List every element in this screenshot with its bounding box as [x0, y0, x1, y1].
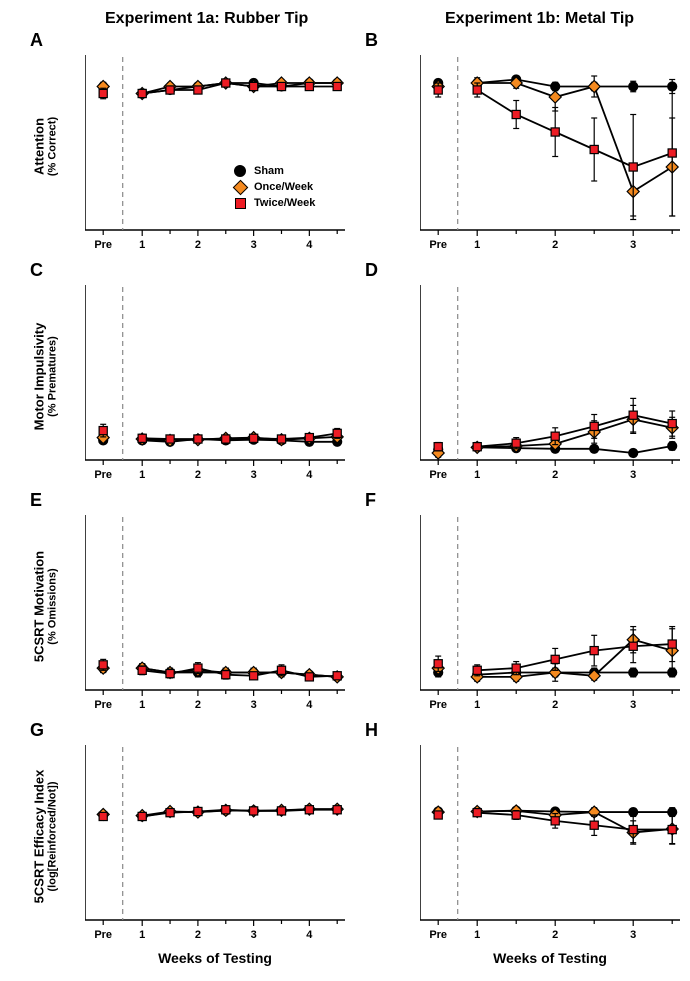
y-axis-label: Motor Impulsivity(% Prematures) [32, 296, 59, 456]
svg-text:Pre: Pre [429, 699, 447, 711]
svg-text:1: 1 [474, 929, 480, 941]
panel-Cb-svg: 0510152025Pre123 [420, 285, 680, 490]
svg-text:4: 4 [306, 699, 313, 711]
svg-text:3: 3 [630, 469, 636, 481]
chart-F: 020406080Pre123 [420, 515, 680, 720]
svg-text:4: 4 [306, 239, 313, 251]
legend-item-sham: Sham [230, 163, 315, 179]
svg-text:3: 3 [630, 929, 636, 941]
svg-text:Pre: Pre [429, 469, 447, 481]
legend-marker-twice [230, 198, 250, 209]
svg-text:3: 3 [251, 239, 257, 251]
panel-letter-D: D [365, 260, 378, 281]
chart-G: -3-2-10123Pre1234 [85, 745, 345, 950]
panel-letter-A: A [30, 30, 43, 51]
legend-label-once: Once/Week [254, 181, 313, 193]
svg-text:2: 2 [195, 699, 201, 711]
legend-label-twice: Twice/Week [254, 197, 315, 209]
panel-letter-F: F [365, 490, 376, 511]
legend-item-twice: Twice/Week [230, 195, 315, 211]
column-title-left: Experiment 1a: Rubber Tip [105, 10, 308, 28]
svg-text:4: 4 [306, 469, 313, 481]
svg-text:1: 1 [139, 239, 145, 251]
panel-letter-H: H [365, 720, 378, 741]
svg-text:3: 3 [630, 699, 636, 711]
svg-text:3: 3 [251, 929, 257, 941]
svg-text:3: 3 [251, 469, 257, 481]
svg-text:Pre: Pre [429, 929, 447, 941]
svg-text:1: 1 [474, 699, 480, 711]
panel-letter-G: G [30, 720, 44, 741]
legend: Sham Once/Week Twice/Week [230, 163, 315, 211]
svg-text:3: 3 [251, 699, 257, 711]
chart-E: 020406080Pre1234 [85, 515, 345, 720]
y-axis-label: 5CSRT Efficacy Index(log[Reinforced/Not]… [32, 756, 59, 916]
svg-text:Pre: Pre [94, 699, 112, 711]
y-axis-label: Attention(% Correct) [32, 66, 59, 226]
svg-text:1: 1 [139, 929, 145, 941]
chart-H: -3-2-10123Pre123 [420, 745, 680, 950]
legend-marker-sham [230, 165, 250, 177]
svg-text:Pre: Pre [94, 929, 112, 941]
x-axis-label: Weeks of Testing [400, 950, 690, 966]
svg-text:1: 1 [139, 469, 145, 481]
panel-E-svg: 020406080Pre1234 [85, 515, 345, 720]
panel-Ab-svg: 5060708090100Pre123 [420, 55, 680, 260]
svg-text:Pre: Pre [429, 239, 447, 251]
svg-text:1: 1 [139, 699, 145, 711]
x-axis-label: Weeks of Testing [65, 950, 365, 966]
panel-letter-B: B [365, 30, 378, 51]
chart-C: 0510152025Pre1234 [85, 285, 345, 490]
svg-text:Pre: Pre [94, 469, 112, 481]
legend-item-once: Once/Week [230, 179, 315, 195]
legend-label-sham: Sham [254, 165, 284, 177]
svg-text:1: 1 [474, 239, 480, 251]
svg-text:2: 2 [195, 239, 201, 251]
svg-text:2: 2 [552, 929, 558, 941]
svg-text:2: 2 [552, 699, 558, 711]
svg-text:2: 2 [195, 469, 201, 481]
svg-text:Pre: Pre [94, 239, 112, 251]
svg-text:1: 1 [474, 469, 480, 481]
svg-text:2: 2 [552, 239, 558, 251]
chart-B: 5060708090100Pre123 [420, 55, 680, 260]
column-title-right: Experiment 1b: Metal Tip [445, 10, 634, 28]
chart-D: 0510152025Pre123 [420, 285, 680, 490]
panel-Eb-svg: 020406080Pre123 [420, 515, 680, 720]
panel-Gb-svg: -3-2-10123Pre123 [420, 745, 680, 950]
panel-C-svg: 0510152025Pre1234 [85, 285, 345, 490]
panel-G-svg: -3-2-10123Pre1234 [85, 745, 345, 950]
svg-text:3: 3 [630, 239, 636, 251]
svg-text:4: 4 [306, 929, 313, 941]
panel-A-svg: 5060708090100Pre1234 [85, 55, 345, 260]
svg-text:2: 2 [195, 929, 201, 941]
y-axis-label: 5CSRT Motivation(% Omissions) [32, 526, 59, 686]
svg-text:2: 2 [552, 469, 558, 481]
legend-marker-once [230, 182, 250, 193]
panel-letter-E: E [30, 490, 42, 511]
panel-letter-C: C [30, 260, 43, 281]
chart-A: 5060708090100Pre1234 [85, 55, 345, 260]
